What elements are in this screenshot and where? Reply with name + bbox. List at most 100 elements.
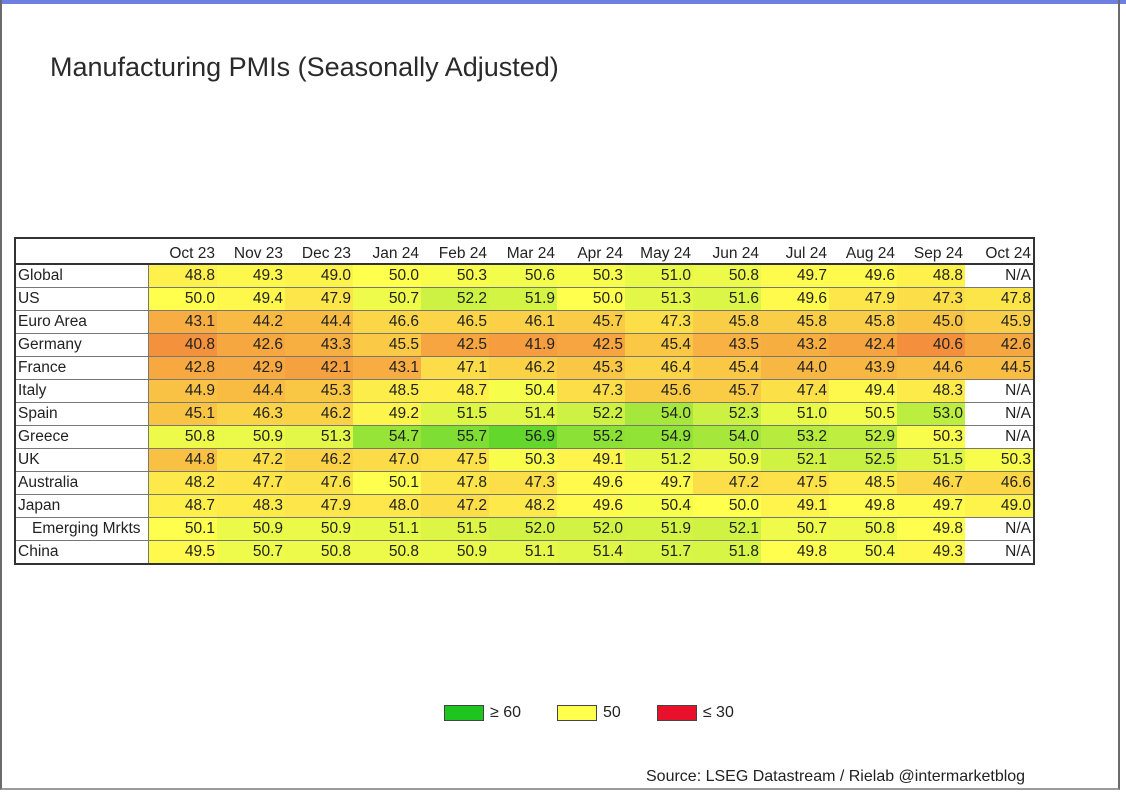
heatmap-cell: 42.5 [557, 333, 625, 357]
heatmap-cell: 52.9 [829, 425, 897, 449]
heatmap-cell: 49.3 [217, 264, 285, 288]
heatmap-cell: 49.8 [761, 540, 829, 564]
table-row: US 50.0 49.4 47.9 50.7 52.2 51.9 50.0 51.3 51.6 49… [15, 287, 1034, 311]
color-legend: ≥ 60 50 ≤ 30 [444, 704, 770, 722]
heatmap-cell: 47.8 [421, 471, 489, 495]
heatmap-cell: 47.7 [217, 471, 285, 495]
heatmap-cell: 48.8 [897, 264, 965, 288]
heatmap-cell: 47.3 [489, 471, 557, 495]
column-header: Oct 24 [965, 237, 1034, 265]
heatmap-cell: 47.2 [217, 448, 285, 472]
heatmap-cell: 52.3 [693, 402, 761, 426]
heatmap-cell: 50.0 [693, 494, 761, 518]
table-row: Spain 45.1 46.3 46.2 49.2 51.5 51.4 52.2 54.0 52.… [15, 402, 1034, 426]
heatmap-cell: 51.0 [761, 402, 829, 426]
heatmap-cell: 50.9 [693, 448, 761, 472]
heatmap-cell: 47.9 [285, 287, 353, 311]
heatmap-cell: 50.8 [353, 540, 421, 564]
row-label: Italy [15, 379, 149, 403]
table-row: Australia 48.2 47.7 47.6 50.1 47.8 47.3 49.6 49.… [15, 471, 1034, 495]
heatmap-cell: 45.6 [625, 379, 693, 403]
table-row: Germany 40.8 42.6 43.3 45.5 42.5 41.9 42.5 45.4 4… [15, 333, 1034, 357]
heatmap-cell: 50.9 [217, 517, 285, 541]
legend-label-low: ≤ 30 [702, 704, 734, 721]
heatmap-cell: 47.1 [421, 356, 489, 380]
heatmap-cell: 44.2 [217, 310, 285, 334]
table-row: France 42.8 42.9 42.1 43.1 47.1 46.2 45.3 46.4 45… [15, 356, 1034, 380]
heatmap-cell: 45.5 [353, 333, 421, 357]
heatmap-cell: 45.7 [557, 310, 625, 334]
heatmap-cell: 47.3 [557, 379, 625, 403]
column-header: Jun 24 [693, 237, 761, 265]
heatmap-cell: 43.3 [285, 333, 353, 357]
row-label: US [15, 287, 149, 311]
heatmap-cell: N/A [965, 540, 1034, 564]
column-header: Apr 24 [557, 237, 625, 265]
heatmap-cell: 55.7 [421, 425, 489, 449]
heatmap-cell: 50.1 [148, 517, 217, 541]
row-label: Euro Area [15, 310, 149, 334]
heatmap-cell: 45.9 [965, 310, 1034, 334]
heatmap-cell: 51.5 [421, 517, 489, 541]
column-header: Jul 24 [761, 237, 829, 265]
legend-label-mid: 50 [603, 704, 621, 721]
heatmap-cell: 50.8 [829, 517, 897, 541]
heatmap-cell: 53.2 [761, 425, 829, 449]
heatmap-cell: 51.4 [489, 402, 557, 426]
heatmap-cell: 42.5 [421, 333, 489, 357]
column-header: May 24 [625, 237, 693, 265]
legend-label-high: ≥ 60 [490, 704, 522, 721]
heatmap-cell: 49.6 [557, 471, 625, 495]
heatmap-cell: 47.3 [897, 287, 965, 311]
heatmap-cell: 50.4 [489, 379, 557, 403]
heatmap-cell: N/A [965, 425, 1034, 449]
heatmap-cell: 52.0 [557, 517, 625, 541]
heatmap-cell: 45.8 [829, 310, 897, 334]
heatmap-cell: 46.3 [217, 402, 285, 426]
table-row: Greece 50.8 50.9 51.3 54.7 55.7 56.9 55.2 54.9 54… [15, 425, 1034, 449]
heatmap-cell: 48.3 [897, 379, 965, 403]
column-header: Dec 23 [285, 237, 353, 265]
heatmap-cell: 42.6 [217, 333, 285, 357]
heatmap-cell: 48.0 [353, 494, 421, 518]
heatmap-cell: 51.9 [489, 287, 557, 311]
heatmap-cell: 49.4 [829, 379, 897, 403]
row-label: Greece [15, 425, 149, 449]
heatmap-cell: 50.8 [285, 540, 353, 564]
heatmap-cell: 43.5 [693, 333, 761, 357]
header-corner [15, 237, 149, 265]
heatmap-cell: 40.8 [148, 333, 217, 357]
legend-swatch-high [444, 705, 484, 721]
heatmap-cell: 52.5 [829, 448, 897, 472]
heatmap-cell: 51.6 [693, 287, 761, 311]
heatmap-cell: 49.6 [829, 264, 897, 288]
heatmap-cell: 50.7 [217, 540, 285, 564]
column-header: Mar 24 [489, 237, 557, 265]
row-label: UK [15, 448, 149, 472]
heatmap-cell: 44.6 [897, 356, 965, 380]
heatmap-cell: 44.8 [148, 448, 217, 472]
heatmap-cell: 44.0 [761, 356, 829, 380]
heatmap-cell: 51.4 [557, 540, 625, 564]
heatmap-cell: 50.0 [148, 287, 217, 311]
heatmap-cell: 49.4 [217, 287, 285, 311]
heatmap-cell: 45.8 [693, 310, 761, 334]
heatmap-cell: 45.4 [693, 356, 761, 380]
legend-item-high: ≥ 60 [444, 704, 521, 722]
column-header: Nov 23 [217, 237, 285, 265]
heatmap-cell: 51.0 [625, 264, 693, 288]
heatmap-cell: 51.8 [693, 540, 761, 564]
heatmap-cell: 46.2 [285, 448, 353, 472]
legend-swatch-mid [557, 705, 598, 721]
heatmap-cell: 50.4 [829, 540, 897, 564]
row-label: Emerging Mrkts [15, 517, 149, 541]
heatmap-cell: 52.1 [761, 448, 829, 472]
heatmap-cell: 50.3 [557, 264, 625, 288]
heatmap-cell: N/A [965, 264, 1034, 288]
table-row: Emerging Mrkts 50.1 50.9 50.9 51.1 51.5 52.0 52… [15, 517, 1034, 541]
heatmap-cell: 49.8 [897, 517, 965, 541]
heatmap-cell: 50.3 [489, 448, 557, 472]
heatmap-cell: 47.5 [761, 471, 829, 495]
heatmap-cell: 42.1 [285, 356, 353, 380]
heatmap-cell: 46.7 [897, 471, 965, 495]
